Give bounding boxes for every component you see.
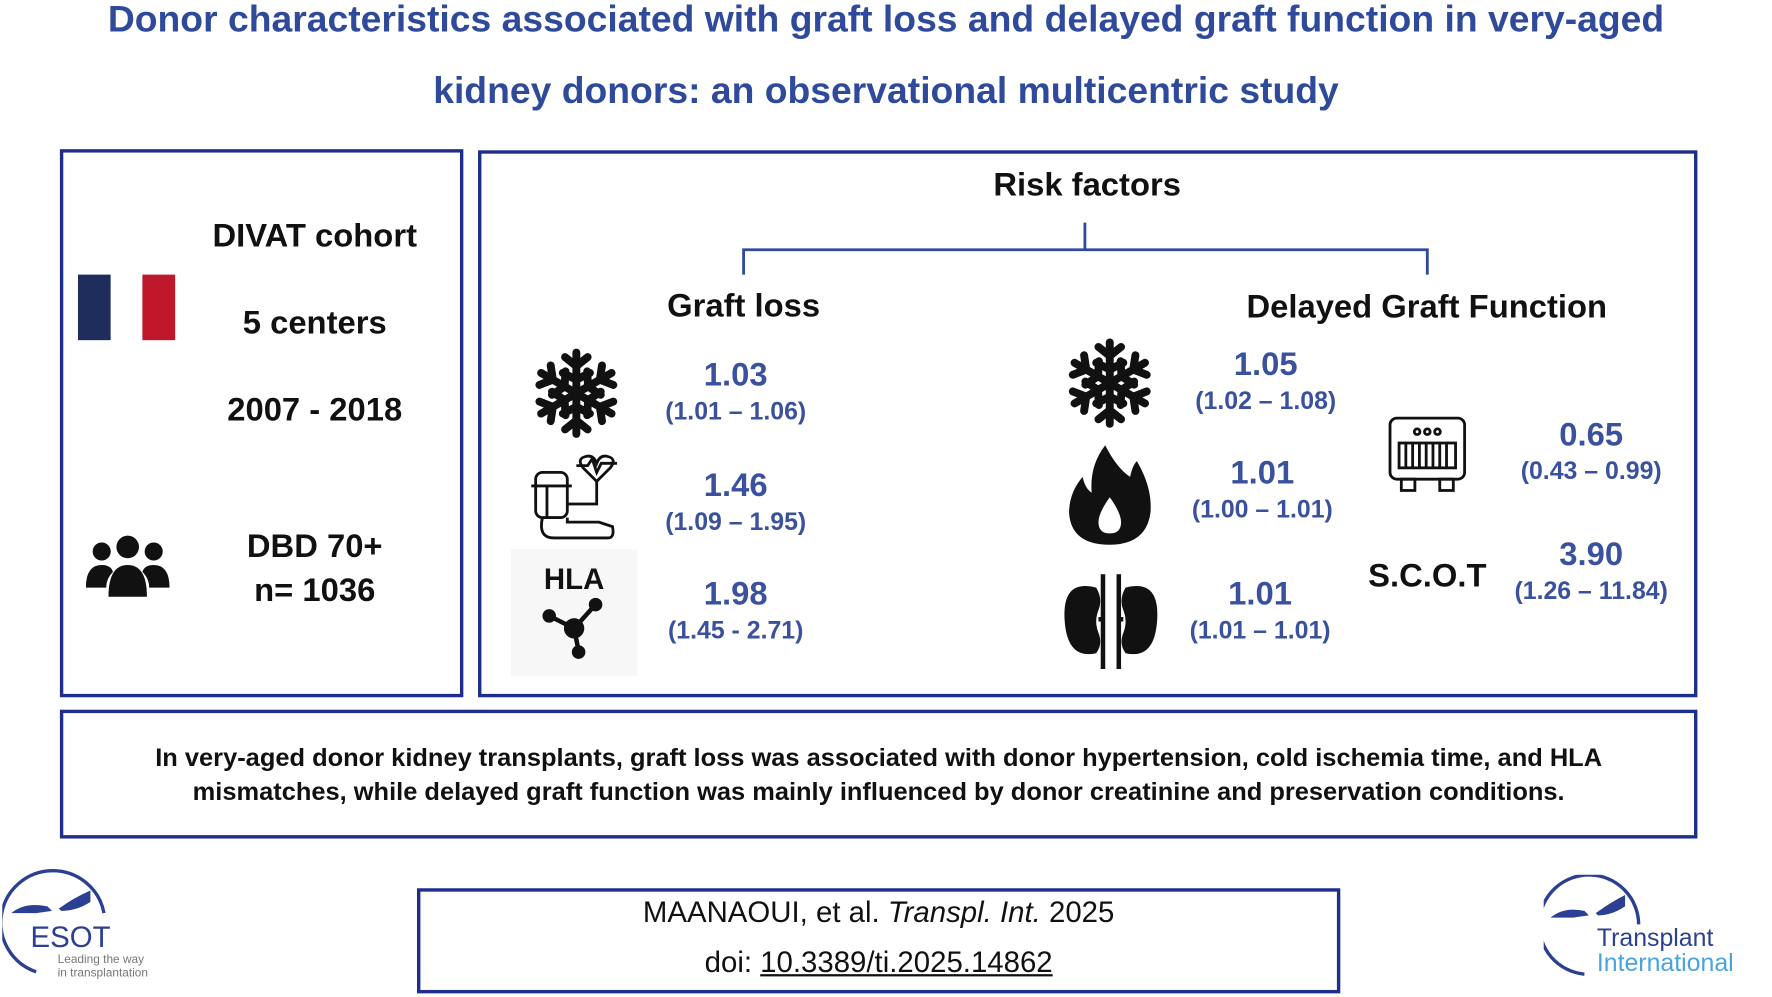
citation-box	[417, 888, 1341, 994]
esot-name: ESOT	[30, 919, 111, 954]
confidence-interval: (1.09 – 1.95)	[665, 507, 807, 536]
esot-tagline-1: Leading the way	[57, 952, 145, 967]
hazard-ratio: 1.01	[1228, 576, 1292, 613]
citation-authors: MAANAOUI, et al.	[642, 895, 880, 929]
confidence-interval: (1.01 – 1.01)	[1189, 615, 1331, 645]
citation-journal: Transpl. Int.	[887, 895, 1041, 929]
dgf-cold-ischemia: 1.05 (1.02 – 1.08)	[1153, 347, 1379, 416]
title-line-2: kidney donors: an observational multicen…	[433, 68, 1339, 111]
confidence-interval: (1.00 – 1.01)	[1191, 494, 1333, 524]
title-line-1: Donor characteristics associated with gr…	[107, 0, 1665, 40]
hazard-ratio: 0.65	[1559, 417, 1624, 454]
summary-line-1: In very-aged donor kidney transplants, g…	[155, 743, 1603, 772]
summary-box	[59, 709, 1698, 839]
hypertension-icon	[531, 454, 618, 540]
snowflake-icon	[531, 348, 621, 438]
confidence-interval: (0.43 – 0.99)	[1520, 456, 1662, 485]
dgf-machine-perfusion: 0.65 (0.43 – 0.99)	[1478, 417, 1704, 486]
citation-year: 2025	[1048, 895, 1115, 929]
hazard-ratio: 1.01	[1230, 455, 1295, 492]
dgf-creatinine: 1.01 (1.00 – 1.01)	[1149, 455, 1375, 524]
esot-logo	[2, 868, 106, 974]
flame-drop-icon	[1069, 445, 1151, 545]
hla-label: HLA	[543, 561, 605, 596]
confidence-interval: (1.45 - 2.71)	[667, 615, 804, 645]
transplant-international-logo	[1543, 874, 1641, 976]
graft-loss-heading: Graft loss	[667, 288, 821, 325]
tree-connector	[742, 222, 1429, 275]
hazard-ratio: 1.05	[1233, 346, 1298, 384]
doi-line: doi: 10.3389/ti.2025.14862	[417, 945, 1340, 980]
hazard-ratio: 1.03	[703, 357, 768, 394]
citation-line: MAANAOUI, et al. Transpl. Int. 2025	[417, 895, 1340, 930]
confidence-interval: (1.01 – 1.06)	[665, 396, 807, 425]
dgf-scot: 3.90 (1.26 – 11.84)	[1478, 537, 1704, 606]
dgf-heading: Delayed Graft Function	[1246, 289, 1608, 326]
summary-text: In very-aged donor kidney transplants, g…	[60, 741, 1698, 809]
risk-factors-panel	[478, 150, 1698, 698]
cohort-centers: 5 centers	[242, 305, 387, 342]
snowflake-icon	[1065, 337, 1155, 430]
people-icon	[85, 535, 170, 597]
hazard-ratio: 3.90	[1559, 536, 1624, 573]
cohort-period: 2007 - 2018	[227, 392, 403, 429]
population: DBD 70+	[246, 528, 383, 566]
doi-link[interactable]: 10.3389/ti.2025.14862	[760, 944, 1053, 979]
hla-molecule-icon	[542, 597, 603, 659]
doi-label: doi:	[704, 944, 753, 979]
risk-factors-heading: Risk factors	[993, 167, 1181, 204]
confidence-interval: (1.02 – 1.08)	[1195, 386, 1337, 415]
france-flag-icon	[77, 274, 176, 341]
graft-loss-cold-ischemia: 1.03 (1.01 – 1.06)	[623, 357, 849, 426]
dgf-donor-factor: 1.01 (1.01 – 1.01)	[1147, 576, 1373, 645]
perfusion-machine-icon	[1388, 416, 1467, 492]
esot-tagline-2: in transplantation	[57, 966, 149, 980]
summary-line-2: mismatches, while delayed graft function…	[192, 777, 1565, 806]
hazard-ratio: 1.98	[703, 576, 768, 613]
hazard-ratio: 1.46	[703, 467, 768, 505]
kidneys-icon	[1064, 574, 1158, 670]
scot-label: S.C.O.T	[1368, 558, 1487, 595]
graft-loss-hla: 1.98 (1.45 - 2.71)	[623, 576, 849, 645]
graft-loss-hypertension: 1.46 (1.09 – 1.95)	[623, 468, 849, 537]
cohort-name: DIVAT cohort	[212, 218, 417, 255]
cohort-panel: DIVAT cohort 5 centers 2007 - 2018 DBD 7…	[59, 149, 464, 698]
ti-line-1: Transplant	[1596, 923, 1714, 952]
sample-size: n= 1036	[254, 572, 376, 610]
confidence-interval: (1.26 – 11.84)	[1514, 576, 1668, 605]
esot-tagline: Leading the way in transplantation	[58, 953, 148, 980]
ti-line-2: International	[1596, 948, 1734, 977]
